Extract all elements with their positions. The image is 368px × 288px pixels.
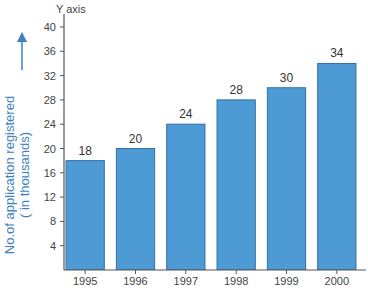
y-tick [60, 172, 64, 173]
y-tick-label: 4 [50, 240, 56, 252]
x-tick [85, 270, 86, 274]
y-tick [60, 99, 64, 100]
x-tick-label: 1995 [73, 275, 97, 287]
bars [66, 63, 356, 270]
annotation: Y axis [56, 3, 86, 15]
y-tick [60, 124, 64, 125]
y-tick-label: 36 [44, 45, 56, 57]
y-tick [60, 197, 64, 198]
y-tick [60, 221, 64, 222]
y-tick [60, 51, 64, 52]
data-label: 30 [280, 71, 294, 85]
data-label: 20 [129, 132, 143, 146]
data-label: 34 [330, 46, 344, 60]
x-axis-line [64, 269, 366, 270]
x-tick-label: 1997 [174, 275, 198, 287]
y-tick-label: 32 [44, 70, 56, 82]
x-tick-label: 1998 [224, 275, 248, 287]
y-tick-label: 20 [44, 143, 56, 155]
data-label: 24 [179, 107, 193, 121]
bar [217, 100, 255, 270]
y-tick-label: 40 [44, 21, 56, 33]
arrow-line [21, 40, 23, 70]
y-tick [60, 245, 64, 246]
data-label: 28 [229, 83, 243, 97]
y-tick-label: 12 [44, 191, 56, 203]
bar [116, 149, 154, 271]
y-tick-label: 28 [44, 94, 56, 106]
arrow-head [17, 32, 27, 42]
bar [66, 161, 104, 270]
x-tick-label: 1996 [123, 275, 147, 287]
y-axis-line [63, 14, 64, 270]
y-tick [60, 148, 64, 149]
data-label: 18 [78, 144, 92, 158]
x-tick-label: 1999 [274, 275, 298, 287]
x-tick [185, 270, 186, 274]
x-tick [286, 270, 287, 274]
x-tick-label: 2000 [325, 275, 349, 287]
bar [318, 63, 356, 270]
y-axis-label: ( in thousands) [17, 132, 32, 218]
bar [267, 88, 305, 270]
x-tick [336, 270, 337, 274]
y-tick-label: 8 [50, 215, 56, 227]
bar [167, 124, 205, 270]
y-tick [60, 75, 64, 76]
x-tick [135, 270, 136, 274]
y-tick-label: 16 [44, 167, 56, 179]
y-tick [60, 27, 64, 28]
y-tick-label: 24 [44, 118, 56, 130]
x-tick [236, 270, 237, 274]
y-axis-label: No.of application registered [2, 96, 17, 254]
